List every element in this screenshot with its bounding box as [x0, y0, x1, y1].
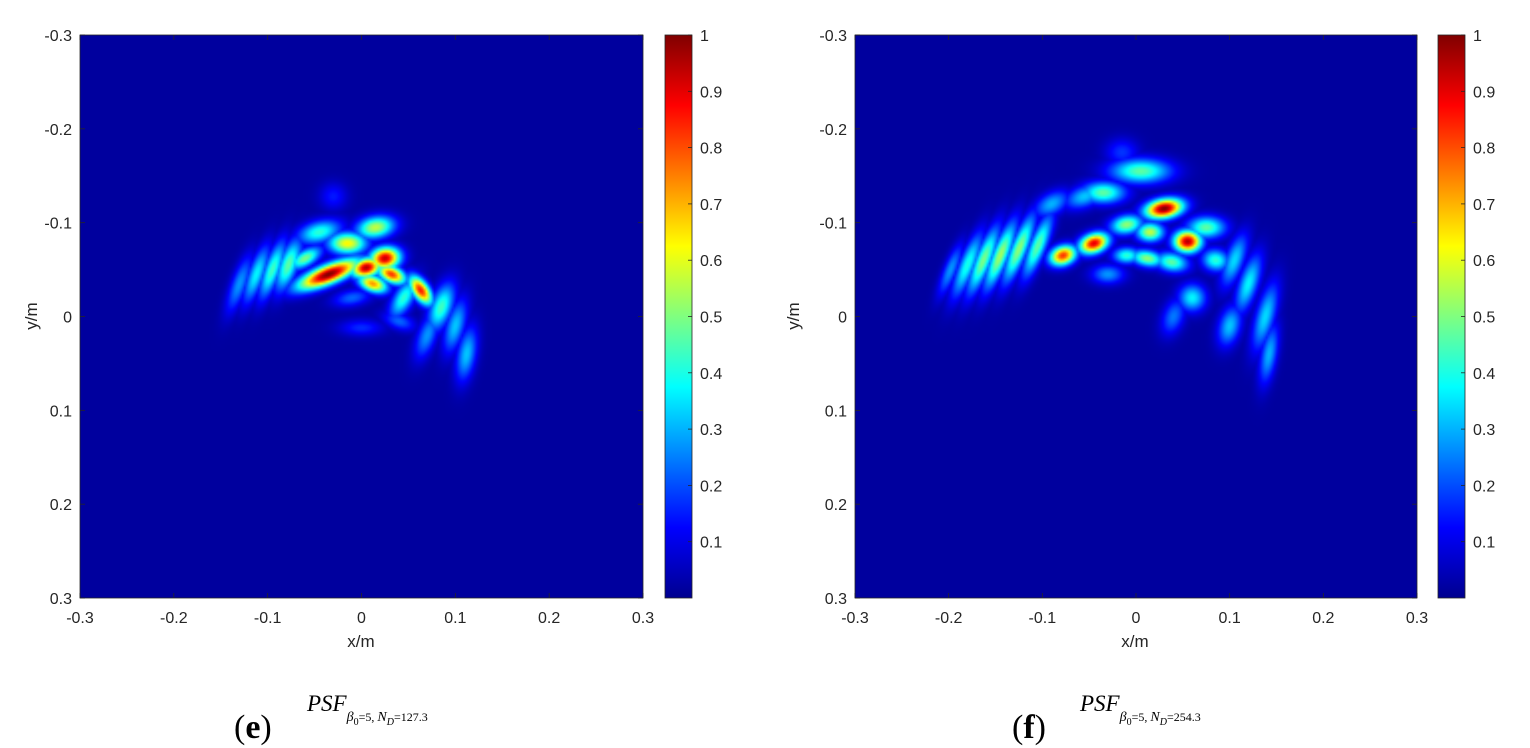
ytick-label-e: 0.3: [50, 591, 72, 608]
ytick-label-e: -0.1: [44, 216, 72, 233]
caption-n-sub-f: D: [1159, 717, 1168, 728]
xtick-label-e: 0.3: [632, 610, 654, 627]
caption-n-f: N: [1149, 710, 1160, 725]
caption-letter-f: f: [1023, 709, 1035, 746]
colorbar-tick-label-f: 1: [1473, 28, 1482, 45]
caption-paren-open-e: (: [234, 709, 245, 746]
svg-text:PSFβ0=5, ND=254.3: PSFβ0=5, ND=254.3: [1079, 691, 1201, 728]
ytick-label-f: 0.1: [825, 403, 847, 420]
ylabel-f: y/m: [784, 302, 803, 329]
xtick-label-f: -0.2: [935, 610, 963, 627]
colorbar-tick-label-e: 0.4: [700, 366, 722, 383]
caption-beta-sub-e: 0: [354, 717, 359, 728]
svg-text:(f): (f): [1012, 709, 1046, 746]
ytick-label-e: -0.3: [44, 28, 72, 45]
colorbar-tick-label-e: 0.7: [700, 197, 722, 214]
colorbar-tick-label-f: 0.1: [1473, 535, 1495, 552]
caption-paren-open-f: (: [1012, 709, 1023, 746]
caption-beta-val-e: =5,: [359, 710, 378, 724]
ytick-label-f: 0.2: [825, 497, 847, 514]
colorbar-tick-label-f: 0.7: [1473, 197, 1495, 214]
colorbar-tick-label-f: 0.6: [1473, 253, 1495, 270]
colorbar-tick-label-e: 0.6: [700, 253, 722, 270]
caption-letter-e: e: [245, 709, 260, 746]
ytick-label-f: -0.2: [819, 122, 847, 139]
colorbar-tick-label-f: 0.5: [1473, 310, 1495, 327]
xtick-label-e: 0.1: [444, 610, 466, 627]
svg-text:PSFβ0=5, ND=127.3: PSFβ0=5, ND=127.3: [306, 691, 428, 728]
panel-f: -0.3 -0.2 -0.1 0 0.1 0.2 0.3-0.3-0.2-0.100.10.…: [784, 28, 1495, 746]
caption-beta-sub-f: 0: [1127, 717, 1132, 728]
caption-e: (e) PSFβ0=5, ND=127.3: [234, 691, 428, 746]
caption-n-sub-e: D: [386, 717, 395, 728]
ytick-label-e: 0.1: [50, 403, 72, 420]
xtick-label-f: 0.2: [1312, 610, 1334, 627]
xtick-label-e: -0.1: [254, 610, 282, 627]
colorbar-tick-label-f: 0.3: [1473, 422, 1495, 439]
axes-e: -0.3 -0.2 -0.1 0 0.1 0.2 0.3 -0.3 -0.2 -0.1 0 0.1 0.…: [44, 28, 654, 627]
colorbar-ticks-f: 0.1 0.2 0.3 0.4 0.5 0.6 0.7 0.8 0.9 1: [1437, 28, 1495, 599]
ytick-label-e: 0: [63, 310, 72, 327]
axes-f: -0.3 -0.2 -0.1 0 0.1 0.2 0.3 -0.3 -0.2 -0.1 0 0.1 0.…: [819, 28, 1428, 627]
xtick-label-f: -0.3: [841, 610, 869, 627]
xtick-label-e: -0.2: [160, 610, 188, 627]
xtick-label-f: -0.1: [1029, 610, 1057, 627]
heatmap-image-e: [80, 35, 643, 598]
xlabel-e: x/m: [347, 632, 374, 651]
colorbar-tick-label-f: 0.4: [1473, 366, 1495, 383]
colorbar-e: [665, 35, 692, 598]
colorbar-f: [1438, 35, 1465, 598]
caption-beta-val-f: =5,: [1132, 710, 1151, 724]
xtick-label-f: 0: [1132, 610, 1141, 627]
colorbar-tick-label-f: 0.9: [1473, 84, 1495, 101]
svg-text:(e): (e): [234, 709, 272, 746]
caption-paren-close-e: ): [260, 709, 271, 746]
caption-formula-f: PSF: [1079, 691, 1121, 716]
colorbar-tick-label-e: 0.1: [700, 535, 722, 552]
ytick-label-f: 0: [838, 310, 847, 327]
ylabel-e: y/m: [22, 302, 41, 329]
xtick-label-e: -0.3: [66, 610, 94, 627]
xtick-label-e: 0.2: [538, 610, 560, 627]
colorbar-tick-label-f: 0.8: [1473, 141, 1495, 158]
colorbar-tick-label-e: 1: [700, 28, 709, 45]
caption-formula-e: PSF: [306, 691, 348, 716]
caption-f: (f) PSFβ0=5, ND=254.3: [1012, 691, 1201, 746]
xtick-label-f: 0.1: [1219, 610, 1241, 627]
ytick-label-f: 0.3: [825, 591, 847, 608]
colorbar-tick-label-e: 0.3: [700, 422, 722, 439]
panel-e: -0.3 -0.2 -0.1 0 0.1 0.2 0.3-0.3-0.2-0.100.10.…: [22, 28, 722, 746]
xtick-label-e: 0: [357, 610, 366, 627]
caption-n-val-f: =254.3: [1167, 710, 1201, 724]
xtick-label-f: 0.3: [1406, 610, 1428, 627]
caption-paren-close-f: ): [1035, 709, 1046, 746]
colorbar-tick-label-e: 0.5: [700, 310, 722, 327]
ytick-label-f: -0.3: [819, 28, 847, 45]
ytick-label-f: -0.1: [819, 216, 847, 233]
caption-beta-e: β: [346, 710, 354, 725]
caption-n-e: N: [376, 710, 387, 725]
colorbar-tick-label-e: 0.2: [700, 478, 722, 495]
ytick-label-e: 0.2: [50, 497, 72, 514]
colorbar-tick-label-e: 0.8: [700, 141, 722, 158]
ytick-label-e: -0.2: [44, 122, 72, 139]
colorbar-ticks-e: 0.1 0.2 0.3 0.4 0.5 0.6 0.7 0.8 0.9 1: [664, 28, 722, 599]
colorbar-tick-label-e: 0.9: [700, 84, 722, 101]
heatmap-image-f: [855, 35, 1417, 598]
xlabel-f: x/m: [1121, 632, 1148, 651]
caption-n-val-e: =127.3: [394, 710, 428, 724]
colorbar-tick-label-f: 0.2: [1473, 478, 1495, 495]
caption-beta-f: β: [1119, 710, 1127, 725]
